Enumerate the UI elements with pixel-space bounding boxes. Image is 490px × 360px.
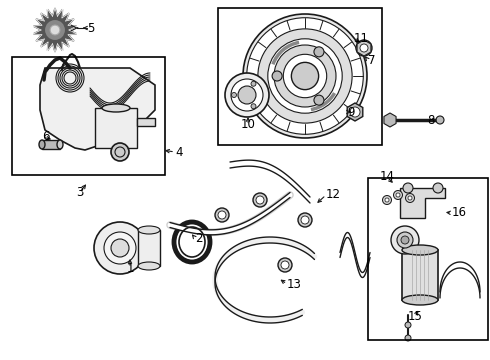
Text: 8: 8 <box>427 113 434 126</box>
Ellipse shape <box>102 104 130 112</box>
Circle shape <box>281 261 289 269</box>
Text: 13: 13 <box>287 278 302 291</box>
Circle shape <box>383 195 392 204</box>
Bar <box>95 108 137 148</box>
Circle shape <box>278 258 292 272</box>
Ellipse shape <box>57 140 63 149</box>
Text: 1: 1 <box>126 261 134 274</box>
Text: 3: 3 <box>76 185 84 198</box>
Circle shape <box>231 93 237 98</box>
Circle shape <box>111 143 129 161</box>
Ellipse shape <box>39 140 45 149</box>
Circle shape <box>253 193 267 207</box>
Circle shape <box>111 239 129 257</box>
Ellipse shape <box>138 226 160 234</box>
Text: 2: 2 <box>195 231 202 244</box>
Ellipse shape <box>402 295 438 305</box>
Text: 9: 9 <box>347 105 354 118</box>
Circle shape <box>274 45 336 107</box>
Circle shape <box>247 18 363 134</box>
Text: 6: 6 <box>42 130 49 144</box>
Circle shape <box>385 198 389 202</box>
Circle shape <box>243 14 367 138</box>
Circle shape <box>238 86 256 104</box>
Circle shape <box>406 194 415 202</box>
Bar <box>138 230 160 266</box>
Circle shape <box>231 79 263 111</box>
Bar <box>402 250 438 300</box>
Circle shape <box>272 71 282 81</box>
Circle shape <box>256 196 264 204</box>
Circle shape <box>401 236 409 244</box>
Circle shape <box>50 25 60 35</box>
Bar <box>42 140 60 149</box>
Circle shape <box>215 208 229 222</box>
Circle shape <box>314 95 324 105</box>
Text: 12: 12 <box>326 189 341 202</box>
Circle shape <box>268 39 342 113</box>
Circle shape <box>436 116 444 124</box>
Polygon shape <box>400 188 445 218</box>
Circle shape <box>258 29 352 123</box>
Polygon shape <box>40 68 155 150</box>
Circle shape <box>298 213 312 227</box>
Bar <box>368 178 488 340</box>
Text: 15: 15 <box>408 310 422 323</box>
Circle shape <box>314 47 324 57</box>
Ellipse shape <box>402 245 438 255</box>
Bar <box>218 8 382 145</box>
Circle shape <box>403 183 413 193</box>
Circle shape <box>301 216 309 224</box>
Circle shape <box>397 232 413 248</box>
Text: 11: 11 <box>354 31 369 45</box>
Circle shape <box>396 193 400 197</box>
Circle shape <box>408 196 412 200</box>
Ellipse shape <box>178 226 206 258</box>
Circle shape <box>433 183 443 193</box>
Circle shape <box>104 232 136 264</box>
Circle shape <box>391 226 419 254</box>
Bar <box>12 57 165 175</box>
Circle shape <box>360 44 368 52</box>
Text: 10: 10 <box>241 118 255 131</box>
Circle shape <box>283 54 327 98</box>
Circle shape <box>292 62 319 90</box>
Circle shape <box>251 81 256 86</box>
Circle shape <box>251 104 256 109</box>
Text: 14: 14 <box>379 171 394 184</box>
Circle shape <box>356 40 372 56</box>
Circle shape <box>350 107 360 117</box>
Circle shape <box>218 211 226 219</box>
Polygon shape <box>33 8 76 52</box>
Circle shape <box>405 322 411 328</box>
Circle shape <box>405 335 411 341</box>
Text: 7: 7 <box>368 54 375 67</box>
Circle shape <box>94 222 146 274</box>
Text: 4: 4 <box>175 145 182 158</box>
Circle shape <box>393 190 402 199</box>
Text: 16: 16 <box>452 207 467 220</box>
Text: 5: 5 <box>87 22 95 35</box>
Bar <box>137 118 155 126</box>
Circle shape <box>46 21 64 39</box>
Circle shape <box>225 73 269 117</box>
Ellipse shape <box>138 262 160 270</box>
